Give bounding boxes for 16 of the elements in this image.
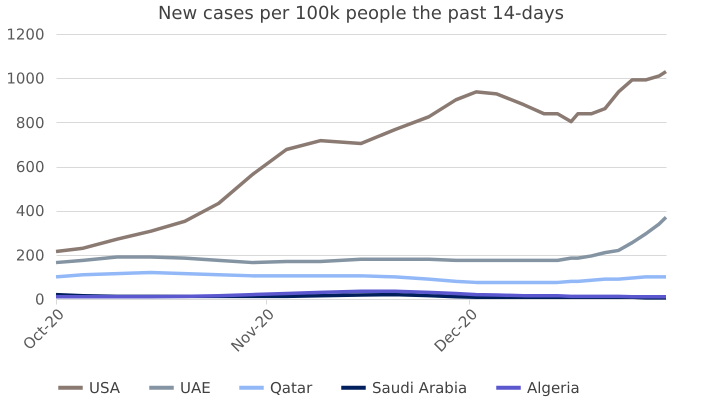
legend-label: USA: [89, 378, 121, 397]
y-tick-label: 400: [16, 202, 44, 220]
chart-title: New cases per 100k people the past 14-days: [158, 3, 564, 24]
y-tick-label: 1000: [6, 70, 44, 88]
y-tick-label: 200: [16, 246, 44, 264]
legend-label: Saudi Arabia: [372, 378, 468, 397]
line-series: [54, 270, 668, 284]
legend-label: UAE: [180, 378, 211, 397]
legend-label: Algeria: [527, 378, 580, 397]
y-tick-label: 800: [16, 114, 44, 132]
legend-label: Qatar: [270, 378, 314, 397]
y-tick-label: 0: [34, 290, 44, 308]
line-series: [54, 216, 668, 264]
y-tick-label: 1200: [6, 26, 44, 44]
line-series: [54, 70, 668, 254]
y-tick-label: 600: [16, 158, 44, 176]
